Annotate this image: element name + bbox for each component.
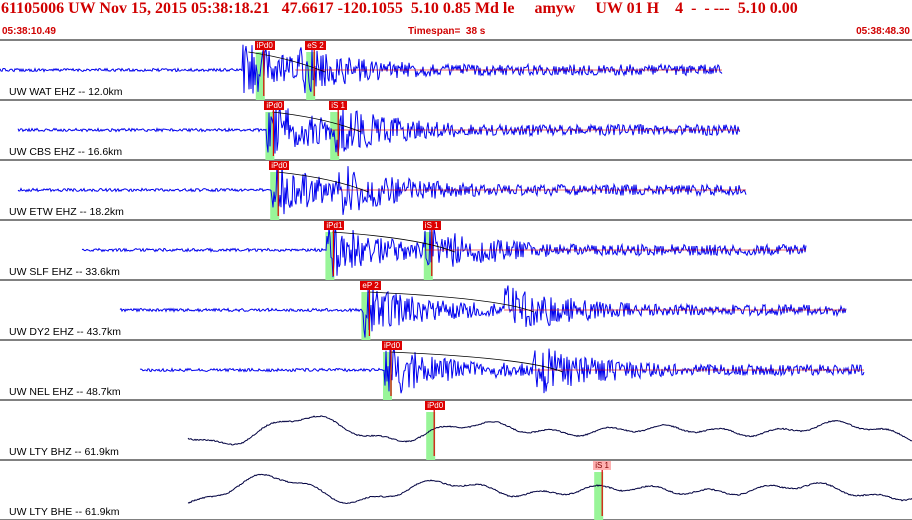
event-title: 61105006 UW Nov 15, 2015 05:38:18.21 47.… xyxy=(1,0,798,17)
pick-label: iS 1 xyxy=(593,461,611,470)
channel-label: UW ETW EHZ -- 18.2km xyxy=(9,206,124,218)
waveform-trace xyxy=(81,226,807,278)
predicted-s-curve xyxy=(389,351,563,373)
pick-label: iPd0 xyxy=(269,161,290,170)
predicted-s-curve xyxy=(248,51,326,73)
channel-label: UW SLF EHZ -- 33.6km xyxy=(9,266,120,278)
predicted-s-curve xyxy=(277,171,369,193)
pick-label: eP 2 xyxy=(360,281,381,290)
waveform-trace xyxy=(17,163,747,215)
channel-label: UW DY2 EHZ -- 43.7km xyxy=(9,326,122,338)
channel-label: UW LTY BHE -- 61.9km xyxy=(9,506,120,518)
pick-label: iPd0 xyxy=(425,401,446,410)
pick-window xyxy=(423,232,433,280)
header: 61105006 UW Nov 15, 2015 05:38:18.21 47.… xyxy=(0,0,912,26)
waveform-trace xyxy=(17,105,741,155)
pick-window xyxy=(325,232,335,280)
waveform-trace xyxy=(187,415,912,446)
waveform-trace xyxy=(187,473,912,505)
pick-label: iPd0 xyxy=(264,101,285,110)
pick-label: iPd0 xyxy=(382,341,403,350)
pick-window xyxy=(426,412,436,460)
pick-label: iPd1 xyxy=(324,221,345,230)
predicted-s-curve xyxy=(332,231,455,253)
pick-label: iS 1 xyxy=(329,101,347,110)
pick-label: eS 2 xyxy=(305,41,326,50)
pick-label: iPd0 xyxy=(254,41,275,50)
waveform-trace xyxy=(119,285,847,338)
waveform-trace xyxy=(139,346,865,394)
pick-window xyxy=(594,472,604,520)
channel-label: UW WAT EHZ -- 12.0km xyxy=(9,86,123,98)
predicted-s-curve xyxy=(368,291,535,313)
pick-label: iS 1 xyxy=(422,221,441,230)
channel-label: UW LTY BHZ -- 61.9km xyxy=(9,446,119,458)
predicted-s-curve xyxy=(272,111,362,133)
waveform-trace xyxy=(0,44,723,94)
channel-label: UW NEL EHZ -- 48.7km xyxy=(9,386,121,398)
start-time: 05:38:10.49 xyxy=(2,26,56,37)
timespan: Timespan= 38 s xyxy=(408,26,486,37)
pick-window xyxy=(306,52,316,100)
end-time: 05:38:48.30 xyxy=(856,26,910,37)
channel-label: UW CBS EHZ -- 16.6km xyxy=(9,146,123,158)
